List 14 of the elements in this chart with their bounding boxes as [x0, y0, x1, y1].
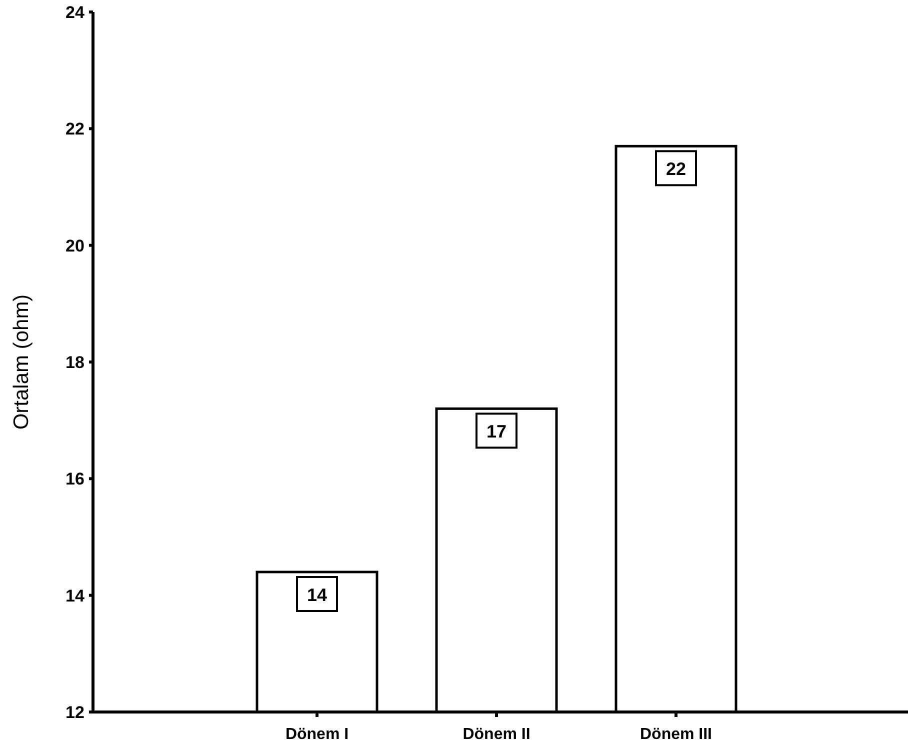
x-tick-label: Dönem III [640, 726, 712, 743]
x-tick-label: Dönem II [462, 726, 530, 743]
y-tick-label: 14 [66, 586, 85, 606]
data-label: 22 [666, 159, 686, 180]
y-tick-label: 12 [66, 703, 84, 722]
y-tick-label: 24 [66, 3, 85, 22]
y-tick-label: 18 [66, 353, 84, 372]
data-label: 14 [306, 585, 328, 605]
x-tick-label: Dönem I [285, 726, 349, 743]
y-tick-label: 22 [66, 120, 84, 139]
y-tick-label: 20 [66, 236, 84, 256]
y-tick-label: 16 [66, 470, 84, 489]
data-label: 17 [486, 422, 507, 442]
y-axis-title: Ortalam (ohm) [10, 294, 33, 430]
